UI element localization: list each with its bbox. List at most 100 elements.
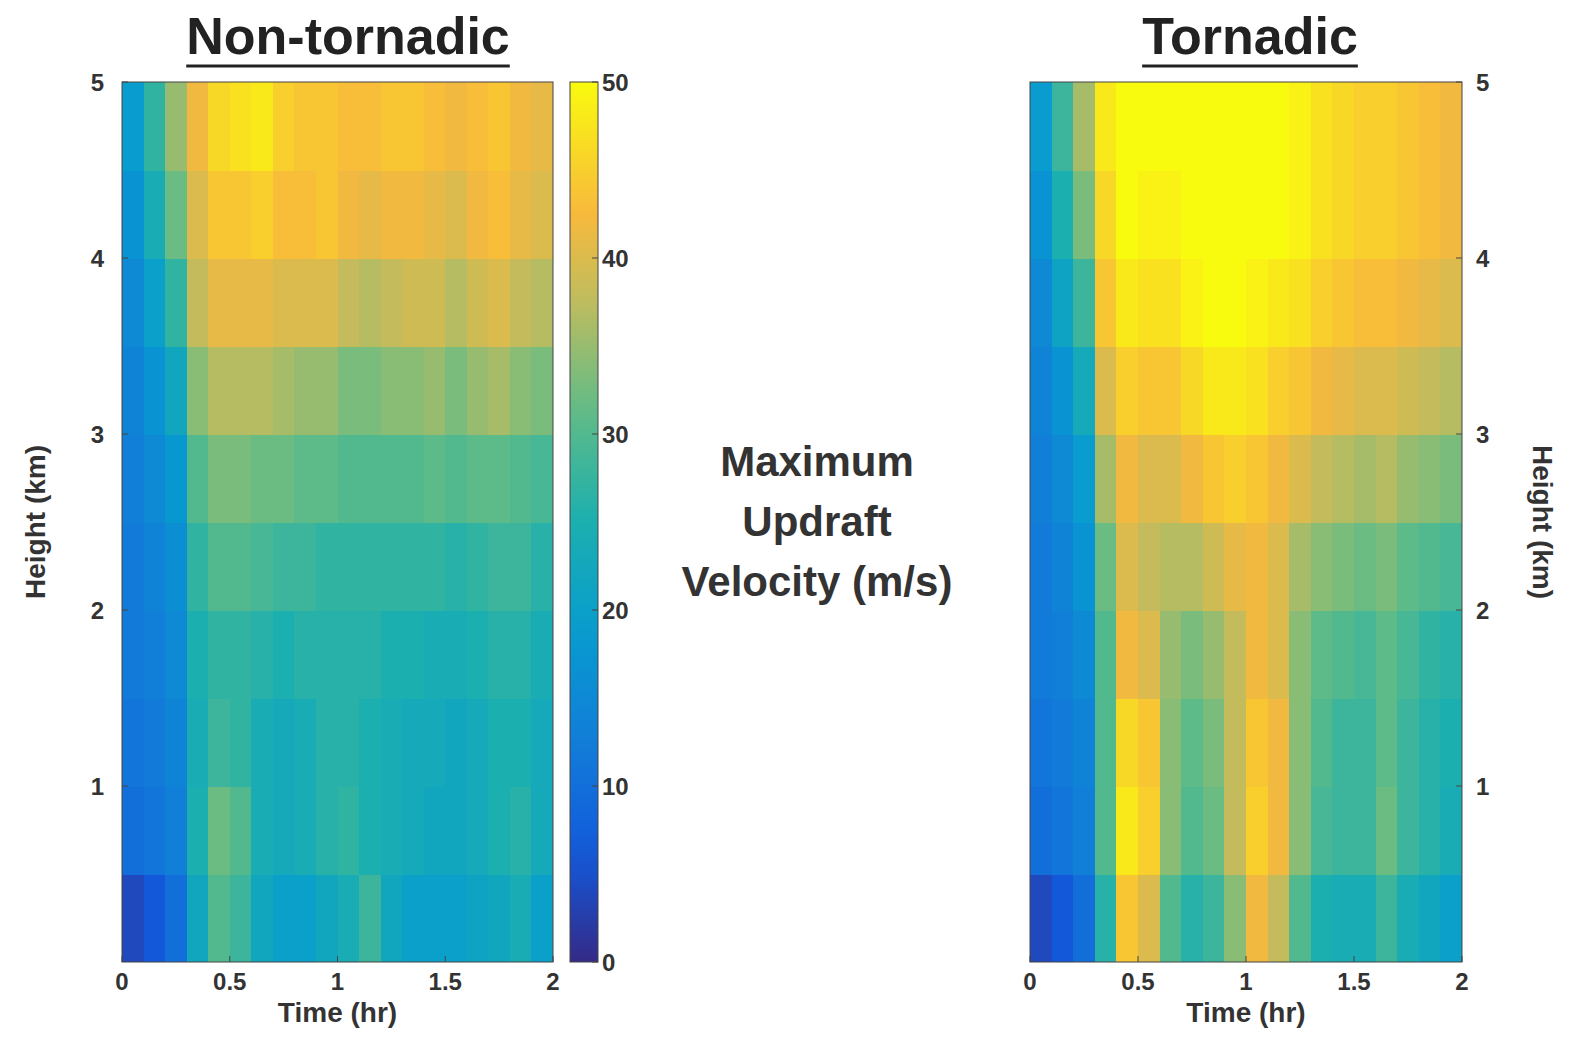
heat-cell bbox=[402, 170, 424, 259]
heat-cell bbox=[187, 434, 209, 523]
heat-cell bbox=[1354, 610, 1376, 699]
heat-cell bbox=[1289, 786, 1311, 875]
heat-cell bbox=[1030, 346, 1052, 435]
heat-cell bbox=[208, 610, 230, 699]
heat-cell bbox=[1181, 698, 1203, 787]
heat-cell bbox=[424, 610, 446, 699]
heat-cell bbox=[1160, 698, 1182, 787]
heat-cell bbox=[1289, 610, 1311, 699]
heat-cell bbox=[402, 698, 424, 787]
heat-cell bbox=[467, 874, 489, 962]
heat-cell bbox=[144, 786, 166, 875]
heat-cell bbox=[208, 258, 230, 347]
heat-cell bbox=[165, 346, 187, 435]
y-tick bbox=[122, 786, 128, 787]
heat-cell bbox=[510, 434, 532, 523]
heat-cell bbox=[424, 170, 446, 259]
heat-cell bbox=[165, 786, 187, 875]
heat-cell bbox=[1246, 346, 1268, 435]
heat-cell bbox=[338, 258, 360, 347]
heat-cell bbox=[1419, 874, 1441, 962]
heat-cell bbox=[1160, 170, 1182, 259]
y-tick bbox=[122, 258, 128, 259]
heat-cell bbox=[1289, 698, 1311, 787]
heat-cell bbox=[510, 346, 532, 435]
panel: 00.511.52Time (hr)12345Height (km)Tornad… bbox=[1023, 7, 1557, 1028]
heat-cell bbox=[1052, 874, 1074, 962]
heat-cell bbox=[1181, 522, 1203, 611]
heat-cell bbox=[1095, 610, 1117, 699]
heat-cell bbox=[1354, 258, 1376, 347]
heat-cell bbox=[144, 874, 166, 962]
heat-cell bbox=[187, 82, 209, 171]
y-tick-label: 5 bbox=[91, 69, 104, 96]
colorbar-tick-label: 50 bbox=[602, 69, 629, 96]
heat-cell bbox=[1203, 82, 1225, 171]
heat-cell bbox=[1030, 874, 1052, 962]
heat-cell bbox=[1332, 258, 1354, 347]
x-tick-label: 0 bbox=[1023, 968, 1036, 995]
heat-cell bbox=[1095, 522, 1117, 611]
heat-cell bbox=[1030, 610, 1052, 699]
x-tick bbox=[1138, 956, 1139, 962]
heat-cell bbox=[187, 346, 209, 435]
heat-cell bbox=[208, 346, 230, 435]
heat-cell bbox=[273, 874, 295, 962]
x-tick-label: 0.5 bbox=[1121, 968, 1154, 995]
x-tick bbox=[122, 956, 123, 962]
heat-cell bbox=[1332, 522, 1354, 611]
heat-cell bbox=[230, 610, 252, 699]
heat-cell bbox=[294, 346, 316, 435]
heat-cell bbox=[402, 522, 424, 611]
heat-cell bbox=[1030, 170, 1052, 259]
heat-cell bbox=[1289, 874, 1311, 962]
title-underline bbox=[186, 65, 510, 68]
heat-cell bbox=[294, 874, 316, 962]
y-tick bbox=[122, 82, 128, 83]
heat-cell bbox=[424, 874, 446, 962]
heat-cell bbox=[316, 610, 338, 699]
heat-cell bbox=[1268, 786, 1290, 875]
x-tick bbox=[1354, 956, 1355, 962]
heat-cell bbox=[122, 346, 144, 435]
panel-title: Tornadic bbox=[1142, 7, 1358, 65]
heat-cell bbox=[1138, 258, 1160, 347]
heat-cell bbox=[1419, 258, 1441, 347]
heat-cell bbox=[402, 874, 424, 962]
heat-cell bbox=[381, 170, 403, 259]
heat-cell bbox=[1376, 698, 1398, 787]
heat-cell bbox=[1289, 522, 1311, 611]
heat-cell bbox=[230, 258, 252, 347]
heat-cell bbox=[381, 698, 403, 787]
heat-cell bbox=[294, 434, 316, 523]
heat-cell bbox=[1160, 874, 1182, 962]
heat-cell bbox=[488, 434, 510, 523]
x-tick-label: 2 bbox=[546, 968, 559, 995]
heat-cell bbox=[1116, 170, 1138, 259]
heat-cell bbox=[144, 258, 166, 347]
heat-cell bbox=[467, 610, 489, 699]
heat-cell bbox=[1311, 522, 1333, 611]
heat-cell bbox=[488, 698, 510, 787]
heat-cell bbox=[1095, 258, 1117, 347]
heat-cell bbox=[1289, 258, 1311, 347]
heat-cell bbox=[1246, 522, 1268, 611]
heat-cell bbox=[1268, 610, 1290, 699]
heat-cell bbox=[294, 82, 316, 171]
heat-cell bbox=[165, 610, 187, 699]
heat-cell bbox=[1052, 346, 1074, 435]
heat-cell bbox=[1440, 170, 1462, 259]
heat-cell bbox=[187, 874, 209, 962]
heat-cell bbox=[531, 346, 553, 435]
heat-cell bbox=[230, 434, 252, 523]
y-tick-label: 2 bbox=[91, 597, 104, 624]
heat-cell bbox=[208, 82, 230, 171]
heat-cell bbox=[273, 786, 295, 875]
heat-cell bbox=[1138, 786, 1160, 875]
heat-cell bbox=[1332, 874, 1354, 962]
heat-cell bbox=[1138, 874, 1160, 962]
heat-cell bbox=[1354, 434, 1376, 523]
heat-cell bbox=[1116, 522, 1138, 611]
heat-cell bbox=[251, 258, 273, 347]
heat-cell bbox=[359, 82, 381, 171]
